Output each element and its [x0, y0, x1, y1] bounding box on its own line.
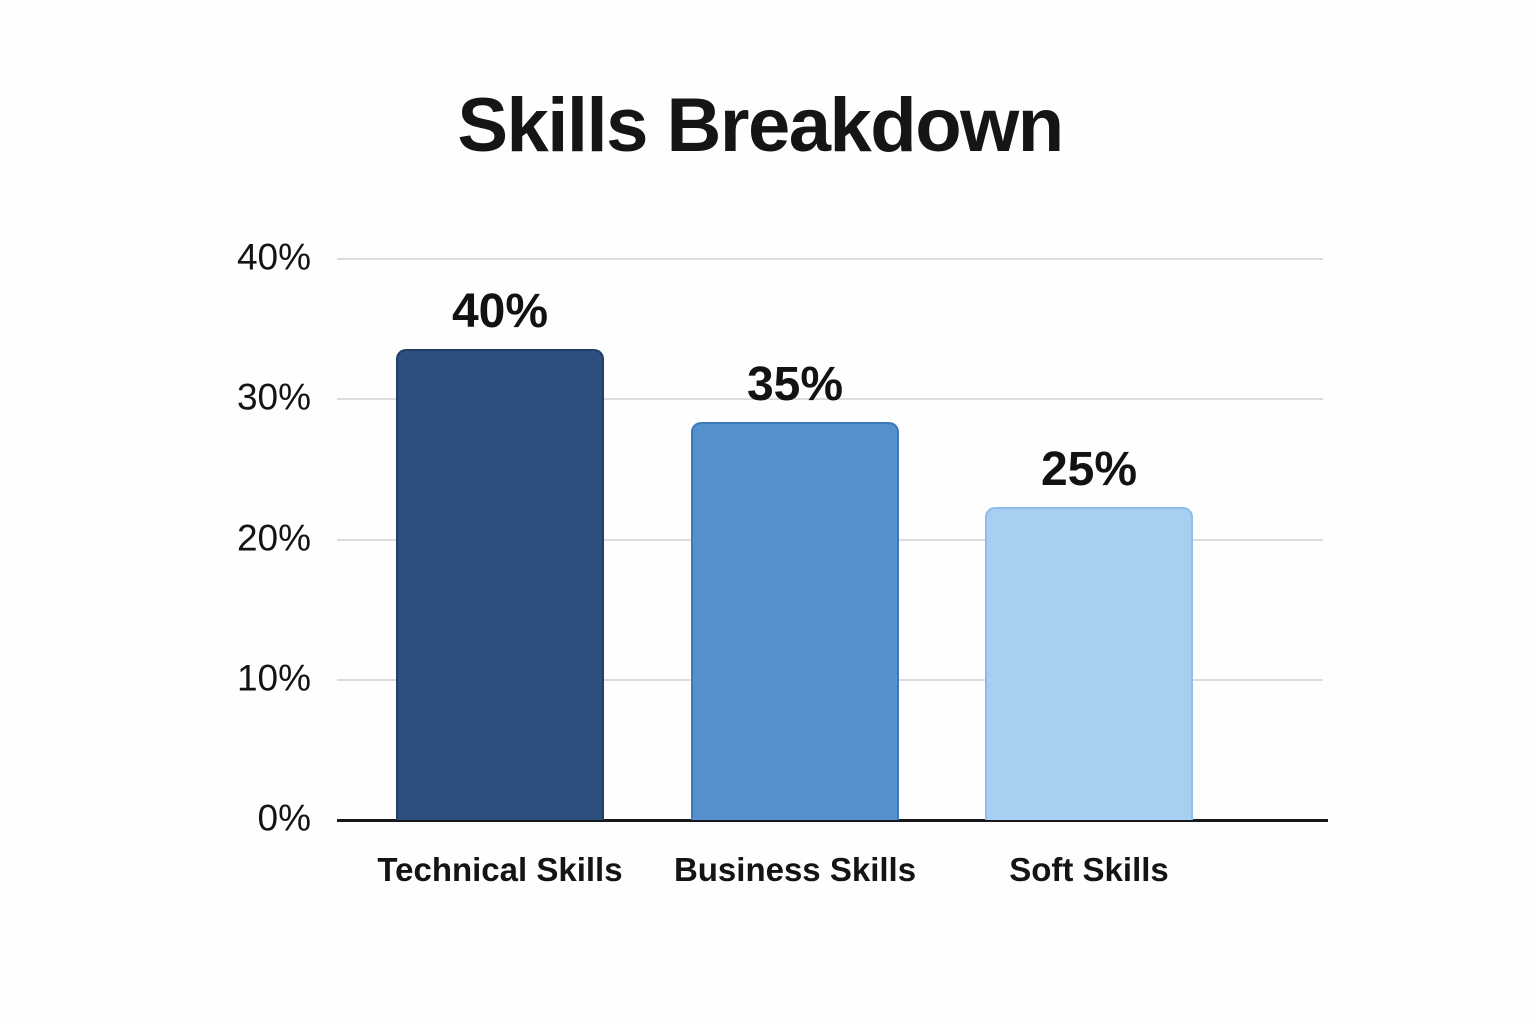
- gridline-40: [337, 258, 1323, 260]
- bar-soft-skills: [985, 507, 1193, 820]
- y-tick-label-10: 10%: [236, 657, 311, 699]
- y-tick-label-40: 40%: [236, 236, 311, 278]
- x-category-label-technical-skills: Technical Skills: [377, 851, 623, 888]
- bar-technical-skills: [396, 349, 604, 820]
- x-axis-line: [337, 819, 1328, 822]
- x-category-label-soft-skills: Soft Skills: [1009, 851, 1169, 888]
- bar-value-label-business-skills: 35%: [746, 358, 844, 411]
- y-tick-label-20: 20%: [236, 516, 311, 558]
- y-tick-label-30: 30%: [236, 376, 311, 418]
- bar-value-label-technical-skills: 40%: [451, 285, 549, 338]
- bar-business-skills: [691, 422, 899, 820]
- y-tick-label-0: 0%: [257, 797, 311, 839]
- bar-value-label-soft-skills: 25%: [1040, 443, 1138, 496]
- chart-title: Skills Breakdown: [457, 83, 1064, 168]
- x-category-label-business-skills: Business Skills: [673, 851, 917, 888]
- gridline-30: [337, 398, 1323, 401]
